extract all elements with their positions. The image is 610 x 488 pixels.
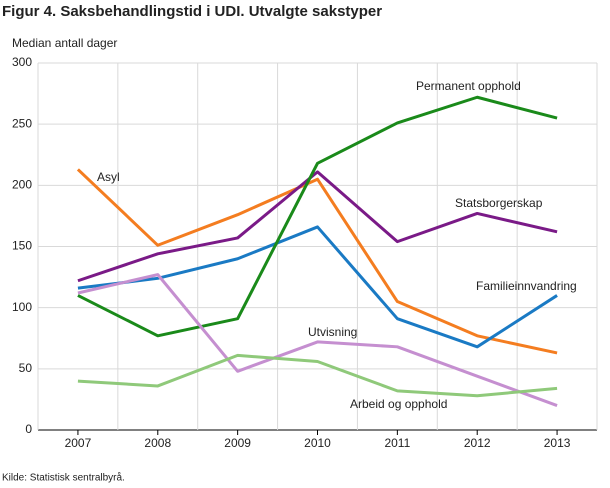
y-tick-label: 150 (12, 239, 32, 253)
x-tick-label: 2008 (144, 436, 171, 450)
y-tick-label: 300 (12, 55, 32, 69)
x-tick-label: 2012 (464, 436, 491, 450)
x-tick-label: 2011 (384, 436, 410, 450)
series-line (77, 170, 558, 283)
series-label: Familieinnvandring (476, 279, 577, 293)
series-label: Arbeid og opphold (350, 397, 447, 411)
chart-title: Figur 4. Saksbehandlingstid i UDI. Utval… (2, 3, 382, 20)
source: Kilde: Statistisk sentralbyrå. (2, 472, 125, 484)
x-tick-label: 2013 (544, 436, 571, 450)
series-label: Statsborgerskap (455, 196, 543, 210)
x-tick-label: 2007 (65, 436, 92, 450)
series-line (77, 353, 558, 398)
series-line (77, 225, 558, 349)
x-tick-label: 2010 (304, 436, 331, 450)
series-label: Utvisning (308, 325, 357, 339)
y-tick-label: 100 (12, 300, 32, 314)
series-line (76, 168, 558, 355)
y-tick-label: 200 (12, 178, 32, 192)
y-tick-label: 50 (19, 361, 33, 375)
x-tick-label: 2009 (224, 436, 251, 450)
series-line (77, 95, 558, 338)
series-line (77, 273, 558, 407)
y-tick-label: 0 (25, 422, 32, 436)
series-label: Permanent opphold (416, 79, 521, 93)
y-axis-label: Median antall dager (12, 36, 117, 50)
series-label: Asyl (97, 170, 120, 184)
y-tick-label: 250 (12, 116, 32, 130)
